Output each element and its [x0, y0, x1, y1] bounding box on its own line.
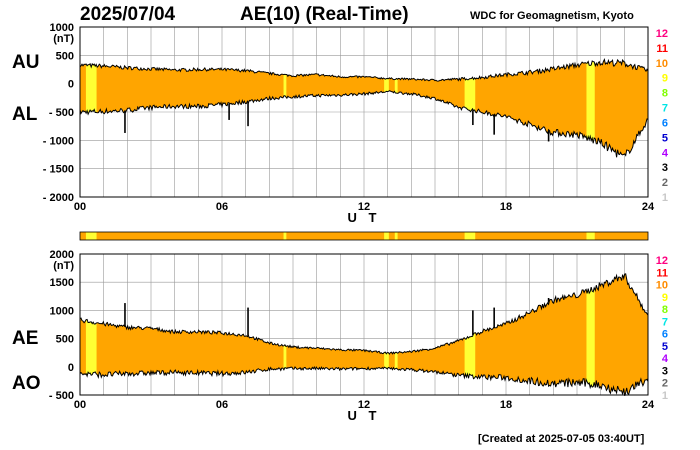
level-legend-item: 9: [662, 292, 668, 304]
x-tick-label: 00: [74, 201, 86, 213]
x-tick-label: 06: [216, 399, 228, 411]
x-tick-label: 00: [74, 399, 86, 411]
level-legend-item: 11: [656, 43, 668, 55]
panel-top: 1000 500 0 - 500 - 1000 - 1500 - 2000 (nT) 00 06 1…: [43, 22, 669, 225]
y-tick-label: 1000: [50, 305, 74, 317]
activity-band: [283, 273, 287, 395]
x-tick-label: 24: [642, 399, 655, 411]
y-tick-label: 1500: [50, 277, 74, 289]
panel-frame: [79, 253, 649, 396]
level-legend-item: 2: [662, 177, 668, 189]
level-legend-item: 11: [656, 267, 668, 279]
level-legend-item: 3: [662, 162, 668, 174]
y-tick-label: - 1500: [43, 164, 74, 176]
envelope-area: [80, 59, 648, 158]
x-tick-label: 24: [642, 201, 655, 213]
series-ao-line: [79, 366, 649, 396]
level-legend-item: 1: [662, 390, 668, 402]
label-ao: AO: [12, 373, 41, 394]
series-au-line: [79, 58, 649, 82]
panel-frame: [79, 26, 649, 198]
x-tick-label: 18: [500, 201, 512, 213]
y-tick-label: - 2000: [43, 192, 74, 204]
level-legend-item: 4: [662, 147, 669, 159]
y-tick-label: - 500: [49, 107, 74, 119]
y-unit-label: (nT): [53, 33, 74, 45]
level-legend-item: 5: [662, 341, 668, 353]
x-tick-label: 12: [358, 201, 370, 213]
level-legend-item: 3: [662, 365, 668, 377]
level-legend-item: 8: [662, 304, 668, 316]
activity-strip-band: [85, 232, 97, 240]
envelope-area: [80, 273, 648, 396]
label-al: AL: [12, 104, 38, 125]
activity-strip-band: [586, 232, 595, 240]
created-timestamp: [Created at 2025-07-05 03:40UT]: [478, 433, 645, 445]
y-tick-label: 2000: [50, 249, 74, 261]
level-legend-item: 4: [662, 353, 669, 365]
activity-strip-band: [283, 232, 287, 240]
y-tick-label: - 500: [49, 390, 74, 402]
label-ae: AE: [12, 328, 39, 349]
level-legend-item: 12: [656, 255, 668, 267]
level-legend-item: 12: [656, 28, 668, 40]
y-tick-label: - 1000: [43, 135, 74, 147]
activity-band: [384, 273, 389, 395]
level-legend-item: 10: [656, 280, 668, 292]
level-legend-item: 6: [662, 117, 668, 129]
activity-band: [85, 59, 97, 158]
label-au: AU: [12, 52, 40, 73]
level-legend-item: 8: [662, 88, 668, 100]
activity-band: [394, 273, 398, 395]
activity-strip-band: [394, 232, 398, 240]
data-source: WDC for Geomagnetism, Kyoto: [470, 10, 634, 22]
level-legend-item: 9: [662, 73, 668, 85]
activity-strip-bar: [79, 231, 649, 241]
series-ae-line: [79, 273, 649, 355]
level-legend-item: 1: [662, 192, 668, 204]
x-tick-label: 06: [216, 201, 228, 213]
activity-band: [586, 273, 595, 395]
level-legend-item: 7: [662, 103, 668, 115]
chart-date: 2025/07/04: [80, 4, 176, 25]
y-tick-label: 1000: [50, 22, 74, 34]
series-al-line: [79, 90, 649, 158]
level-legend-item: 6: [662, 329, 668, 341]
y-unit-label: (nT): [53, 260, 74, 272]
level-legend-item: 5: [662, 132, 668, 144]
activity-band: [85, 273, 97, 395]
x-tick-label: 12: [358, 399, 370, 411]
chart-title: AE(10) (Real-Time): [240, 4, 409, 25]
activity-band: [464, 59, 476, 158]
x-axis-label: U T: [348, 210, 381, 225]
activity-band: [586, 59, 595, 158]
y-tick-label: 500: [56, 50, 74, 62]
x-tick-label: 18: [500, 399, 512, 411]
activity-strip-band: [384, 232, 389, 240]
activity-strip-band: [464, 232, 476, 240]
y-tick-label: 0: [68, 362, 74, 374]
x-axis-label: U T: [348, 408, 381, 423]
level-legend-item: 2: [662, 378, 668, 390]
activity-strip: [79, 231, 649, 241]
y-tick-label: 500: [56, 334, 74, 346]
level-legend-item: 7: [662, 316, 668, 328]
y-tick-label: 0: [68, 79, 74, 91]
level-legend-item: 10: [656, 58, 668, 70]
